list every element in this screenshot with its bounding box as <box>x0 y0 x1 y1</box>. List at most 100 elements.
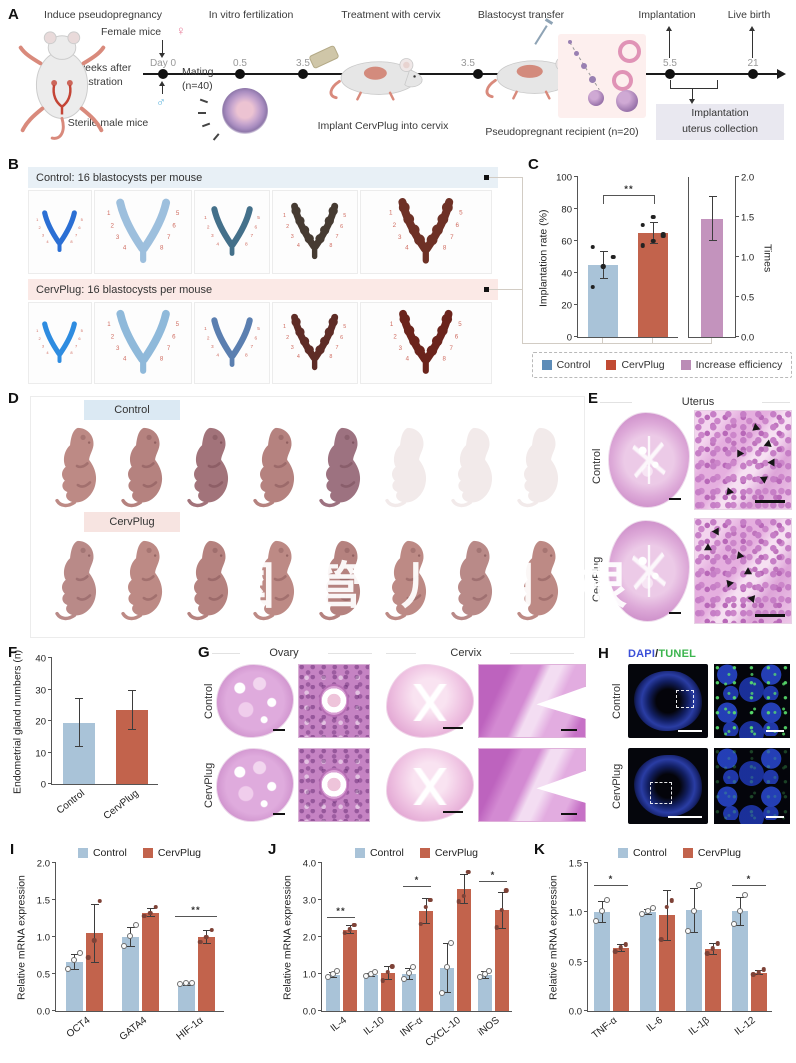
data-point <box>640 222 646 227</box>
data-point <box>761 967 767 972</box>
pup-row-control <box>44 422 572 510</box>
bar <box>65 863 83 1011</box>
data-point <box>209 927 215 933</box>
legend-label: CervPlug <box>697 846 742 859</box>
bar-group: ** <box>168 863 224 1011</box>
svg-text:6: 6 <box>172 223 176 230</box>
bar <box>639 863 656 1011</box>
svg-text:7: 7 <box>336 345 339 351</box>
bar <box>324 863 341 1011</box>
bar <box>177 863 195 1011</box>
svg-text:3: 3 <box>211 233 214 239</box>
arrow-icon <box>198 112 206 114</box>
x-tick-label: GATA4 <box>117 1015 150 1043</box>
timeline-label-21: 21 <box>747 58 759 69</box>
svg-text:1: 1 <box>389 210 393 217</box>
svg-text:4: 4 <box>216 353 219 359</box>
panel-letter-h: H <box>598 645 609 662</box>
mouse-illustration <box>329 58 423 101</box>
panel-letter-j: J <box>268 841 277 858</box>
y-axis-ticks: 0.0 0.5 1.0 1.5 <box>561 859 587 1018</box>
timeline-label-3-5a: 3.5 <box>296 58 310 69</box>
y-tick-label: 0.0 <box>36 1006 50 1018</box>
data-point <box>650 238 656 243</box>
legend-item: Control <box>617 847 667 859</box>
step-title-ivf: In vitro fertilization <box>208 9 294 21</box>
y-tick-label: 1.0 <box>741 252 755 264</box>
uterus-section-image <box>608 520 690 622</box>
connector-square <box>484 175 489 180</box>
cervix-inset-image <box>478 664 586 738</box>
svg-text:1: 1 <box>37 328 40 333</box>
legend-item: Control <box>77 847 127 859</box>
error-bar <box>75 698 83 748</box>
svg-text:7: 7 <box>167 345 171 352</box>
svg-text:8: 8 <box>245 242 248 248</box>
connector-line <box>711 338 712 344</box>
data-point <box>715 941 721 946</box>
bar <box>750 863 767 1011</box>
y-axis-ticks: 0.0 1.0 2.0 3.0 4.0 <box>295 859 321 1018</box>
recipient-caption: Pseudopregnant recipient (n=20) <box>485 126 639 138</box>
data-point <box>352 922 357 928</box>
panel-letter-b: B <box>8 156 19 173</box>
chart-legend: Control CervPlug <box>321 845 512 860</box>
step-title-livebirth: Live birth <box>727 9 771 21</box>
legend-swatch <box>354 847 365 858</box>
data-point <box>461 893 466 899</box>
roi-box <box>676 690 694 708</box>
svg-text:6: 6 <box>254 225 257 231</box>
panel-c-legend: Control CervPlug Increase efficiency <box>532 352 792 378</box>
data-point <box>380 978 385 983</box>
bar-group <box>112 863 168 1011</box>
svg-text:6: 6 <box>455 334 459 341</box>
bar <box>593 863 610 1011</box>
divider <box>762 402 790 403</box>
svg-text:5: 5 <box>344 213 347 219</box>
pup-image <box>44 532 110 626</box>
cervix-section-image <box>386 664 474 738</box>
collection-box: Implantation uterus collection <box>656 104 784 140</box>
timeline-node-0-5 <box>235 69 245 79</box>
y-axis-label: Relative mRNA expression <box>547 875 560 1001</box>
svg-text:3: 3 <box>399 345 403 352</box>
panel-letter-k: K <box>534 841 545 858</box>
collection-bracket <box>670 80 718 89</box>
y-tick-label: 40 <box>561 268 572 280</box>
legend-item: Control <box>541 359 590 371</box>
data-point <box>623 942 629 947</box>
bar-group <box>634 863 680 1011</box>
pup-image <box>506 532 572 626</box>
data-point <box>127 933 133 939</box>
data-point <box>405 970 412 976</box>
svg-text:5: 5 <box>175 321 179 328</box>
arrow-line <box>692 88 693 99</box>
plot-area <box>48 657 158 785</box>
svg-text:2: 2 <box>286 224 289 230</box>
data-point <box>639 911 646 918</box>
data-point <box>710 946 715 951</box>
bar <box>494 863 509 1011</box>
data-point <box>71 956 77 963</box>
connector-line <box>652 338 653 344</box>
bar-group <box>56 863 112 1011</box>
y-tick-label: 0 <box>566 332 572 344</box>
panel-letter-g: G <box>198 644 210 661</box>
y-tick-label: 1.0 <box>302 969 316 981</box>
data-point <box>423 904 428 910</box>
y-tick-label: 1.0 <box>568 907 582 919</box>
svg-text:4: 4 <box>297 243 300 249</box>
arrow-icon <box>212 133 220 141</box>
mrna-chart-cytokines-down: Control CervPlug Relative mRNA expression 0… <box>546 845 772 1054</box>
bar-group: ** <box>322 863 360 1011</box>
ovary-section-image <box>216 748 294 822</box>
data-point <box>731 921 738 928</box>
svg-text:2: 2 <box>39 225 42 230</box>
y-tick-label: 1.5 <box>36 895 50 907</box>
divider <box>386 653 416 654</box>
data-point <box>428 897 433 902</box>
timeline-label-0-5: 0.5 <box>233 58 247 69</box>
pup-image <box>374 532 440 626</box>
y-tick-label: 30 <box>35 685 46 696</box>
